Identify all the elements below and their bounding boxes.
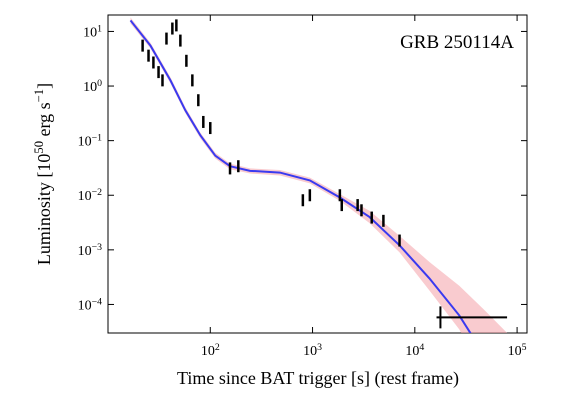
y-tick-label: 10−2 [78,187,103,205]
y-tick-label: 10−4 [78,296,103,314]
plot-area [129,17,508,333]
model-band [130,17,508,333]
y-tick-label: 100 [83,78,102,96]
y-tick-label: 10−1 [78,132,103,150]
y-axis-label: Luminosity [1050 erg s−1] [32,83,54,265]
x-tick-label: 102 [201,342,220,360]
x-axis-label: Time since BAT trigger [s] (rest frame) [177,368,459,389]
model-curve [129,19,472,333]
x-tick-label: 103 [303,342,322,360]
x-tick-label: 104 [405,342,424,360]
annotation: GRB 250114A [400,32,514,53]
y-tick-label: 10−3 [78,241,103,258]
plot-frame [107,14,528,334]
y-tick-label: 101 [83,23,102,41]
x-tick-label: 105 [508,342,527,360]
